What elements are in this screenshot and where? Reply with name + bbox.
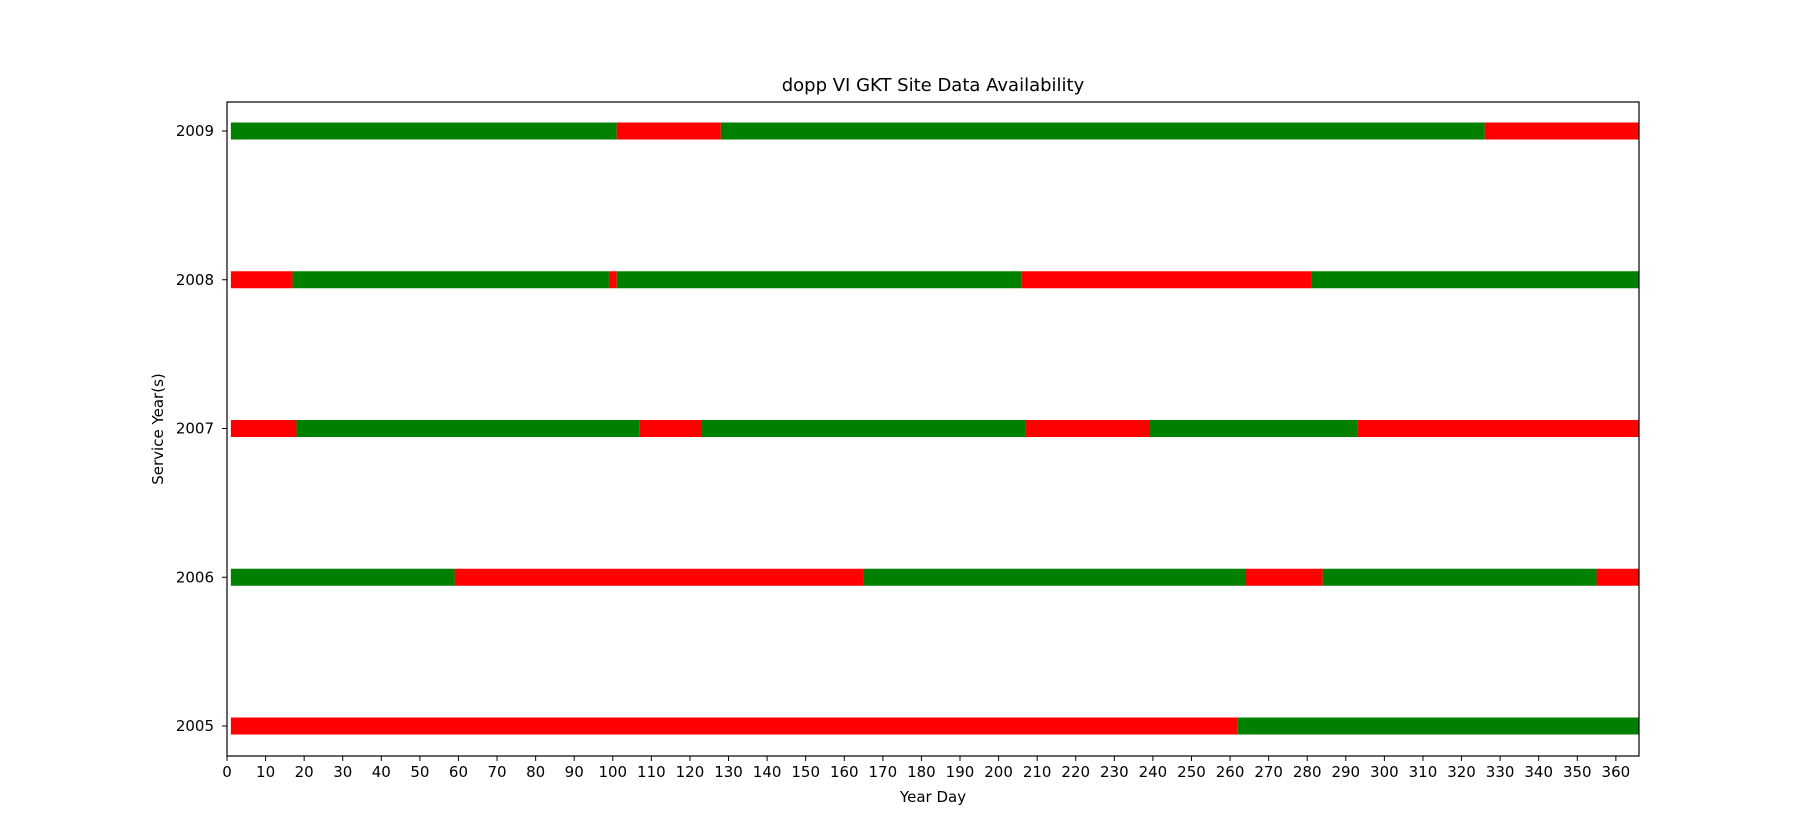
x-tick-label: 30: [333, 763, 352, 781]
x-tick-label: 50: [410, 763, 429, 781]
x-tick-label: 360: [1602, 763, 1631, 781]
x-tick-label: 110: [637, 763, 666, 781]
x-axis-ticks: 0 10 20 30 40 50 60 70 80 90 100 110 120 130 140 150 160…: [222, 756, 1630, 781]
segment-2008-1-available: [292, 271, 609, 289]
x-tick-label: 80: [526, 763, 545, 781]
x-tick-label: 70: [488, 763, 507, 781]
segment-2005-1-available: [1237, 717, 1639, 735]
x-tick-label: 140: [753, 763, 782, 781]
x-tick-label: 300: [1370, 763, 1399, 781]
chart-title: dopp VI GKT Site Data Availability: [782, 75, 1085, 96]
x-tick-label: 330: [1486, 763, 1515, 781]
segment-2005-0-missing: [230, 717, 1238, 735]
x-tick-label: 130: [714, 763, 743, 781]
segment-2007-1-available: [296, 420, 640, 437]
x-tick-label: 0: [222, 763, 232, 781]
y-tick-label: 2007: [176, 420, 214, 438]
x-tick-label: 220: [1061, 763, 1090, 781]
x-tick-label: 290: [1331, 763, 1360, 781]
x-tick-label: 230: [1100, 763, 1129, 781]
x-tick-label: 90: [565, 763, 584, 781]
y-tick-label: 2009: [176, 122, 214, 140]
x-tick-label: 150: [791, 763, 820, 781]
x-tick-label: 160: [830, 763, 859, 781]
x-tick-label: 10: [256, 763, 275, 781]
x-tick-label: 20: [295, 763, 314, 781]
segment-2007-3-available: [701, 420, 1026, 437]
segment-2008-0-missing: [230, 271, 293, 289]
x-tick-label: 180: [907, 763, 936, 781]
segment-2009-1-missing: [616, 122, 721, 140]
x-tick-label: 100: [598, 763, 627, 781]
x-tick-label: 320: [1447, 763, 1476, 781]
bars-layer: [230, 122, 1639, 735]
x-tick-label: 240: [1139, 763, 1168, 781]
x-tick-label: 170: [869, 763, 898, 781]
x-tick-label: 260: [1216, 763, 1245, 781]
x-axis-label: Year Day: [899, 788, 966, 806]
segment-2009-3-missing: [1484, 122, 1639, 140]
segment-2008-3-available: [616, 271, 1022, 289]
segment-2007-5-available: [1149, 420, 1358, 437]
x-tick-label: 340: [1524, 763, 1553, 781]
segment-2006-4-available: [1322, 568, 1597, 586]
y-tick-label: 2005: [176, 717, 214, 735]
segment-2008-4-missing: [1021, 271, 1312, 289]
x-tick-label: 210: [1023, 763, 1052, 781]
segment-2007-4-missing: [1025, 420, 1150, 437]
segment-2008-2-missing: [608, 271, 617, 289]
x-tick-label: 60: [449, 763, 468, 781]
segment-2007-2-missing: [639, 420, 702, 437]
segment-2008-5-available: [1311, 271, 1639, 289]
segment-2006-0-available: [230, 568, 455, 586]
x-tick-label: 280: [1293, 763, 1322, 781]
x-tick-label: 310: [1409, 763, 1438, 781]
segment-2006-3-missing: [1245, 568, 1323, 586]
x-tick-label: 190: [946, 763, 975, 781]
x-tick-label: 120: [676, 763, 705, 781]
x-tick-label: 200: [984, 763, 1013, 781]
segment-2006-1-missing: [454, 568, 864, 586]
x-tick-label: 270: [1254, 763, 1283, 781]
segment-2009-2-available: [720, 122, 1485, 140]
x-tick-label: 250: [1177, 763, 1206, 781]
segment-2007-6-missing: [1357, 420, 1639, 437]
y-tick-label: 2008: [176, 271, 214, 289]
segment-2009-0-available: [230, 122, 617, 140]
x-tick-label: 350: [1563, 763, 1592, 781]
y-tick-label: 2006: [176, 568, 214, 586]
segment-2006-2-available: [863, 568, 1246, 586]
segment-2006-5-missing: [1596, 568, 1639, 586]
y-axis-label: Service Year(s): [149, 373, 167, 484]
x-tick-label: 40: [372, 763, 391, 781]
segment-2007-0-missing: [230, 420, 297, 437]
y-axis-ticks: 2009 2008 2007 2006 2005: [176, 122, 227, 735]
